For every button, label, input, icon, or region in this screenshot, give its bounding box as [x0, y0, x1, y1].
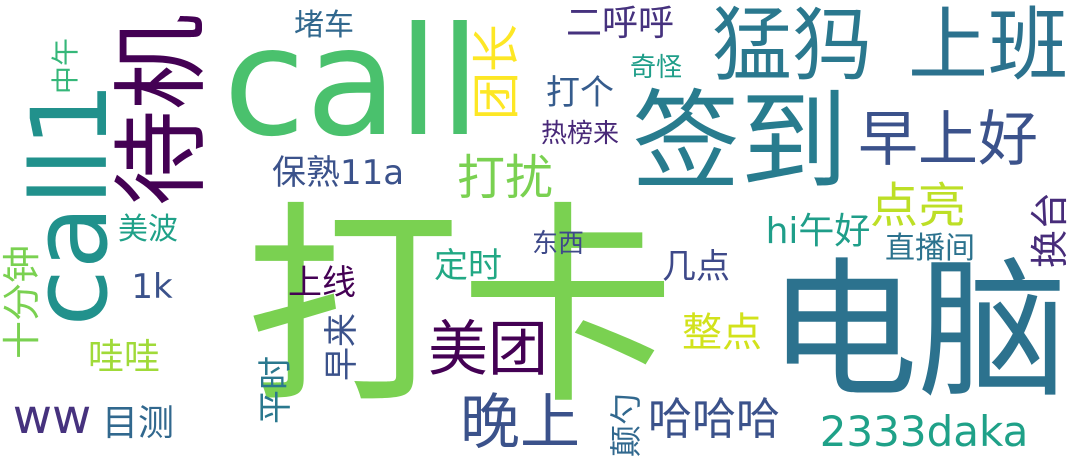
word: 颠勺 — [607, 392, 645, 458]
word: 定时 — [434, 246, 502, 286]
word: 点亮 — [869, 178, 967, 234]
word: 签到 — [631, 80, 849, 205]
word: 换台 — [1028, 191, 1072, 269]
word: 几点 — [662, 247, 730, 287]
word: 奇怪 — [629, 53, 683, 83]
word: 打卡 — [245, 182, 675, 434]
word: 上线 — [288, 263, 356, 303]
word: 保熟11a — [271, 153, 405, 193]
word: 2333daka — [819, 407, 1029, 456]
word: 整点 — [682, 310, 762, 356]
word: 美团 — [428, 315, 548, 385]
word: 东西 — [531, 229, 585, 259]
word: 1k — [131, 267, 173, 307]
word: 上班 — [908, 0, 1068, 92]
word: 电脑 — [767, 245, 1069, 419]
word: call — [223, 0, 481, 170]
word: hi午好 — [765, 211, 871, 252]
word: 直播间 — [885, 231, 975, 266]
word: 热榜来 — [540, 119, 620, 149]
word: 目测 — [101, 403, 175, 444]
word: 猛犸 — [712, 0, 872, 92]
word: 哇哇 — [87, 337, 161, 378]
word: 美波 — [118, 212, 178, 247]
word: 团长 — [469, 23, 525, 121]
word: 十分钟 — [0, 244, 44, 360]
word: 平时 — [256, 356, 296, 424]
word: 打个 — [546, 73, 614, 113]
word: 中午 — [49, 37, 82, 95]
word: 二呼呼 — [565, 3, 675, 44]
word: 早来 — [322, 313, 362, 381]
word: 早上好 — [858, 105, 1038, 175]
word: ww — [12, 389, 92, 445]
word: 哈哈哈 — [648, 394, 780, 445]
word: 打扰 — [456, 150, 554, 206]
word: 堵车 — [294, 8, 354, 43]
word: 晚上 — [460, 388, 580, 458]
